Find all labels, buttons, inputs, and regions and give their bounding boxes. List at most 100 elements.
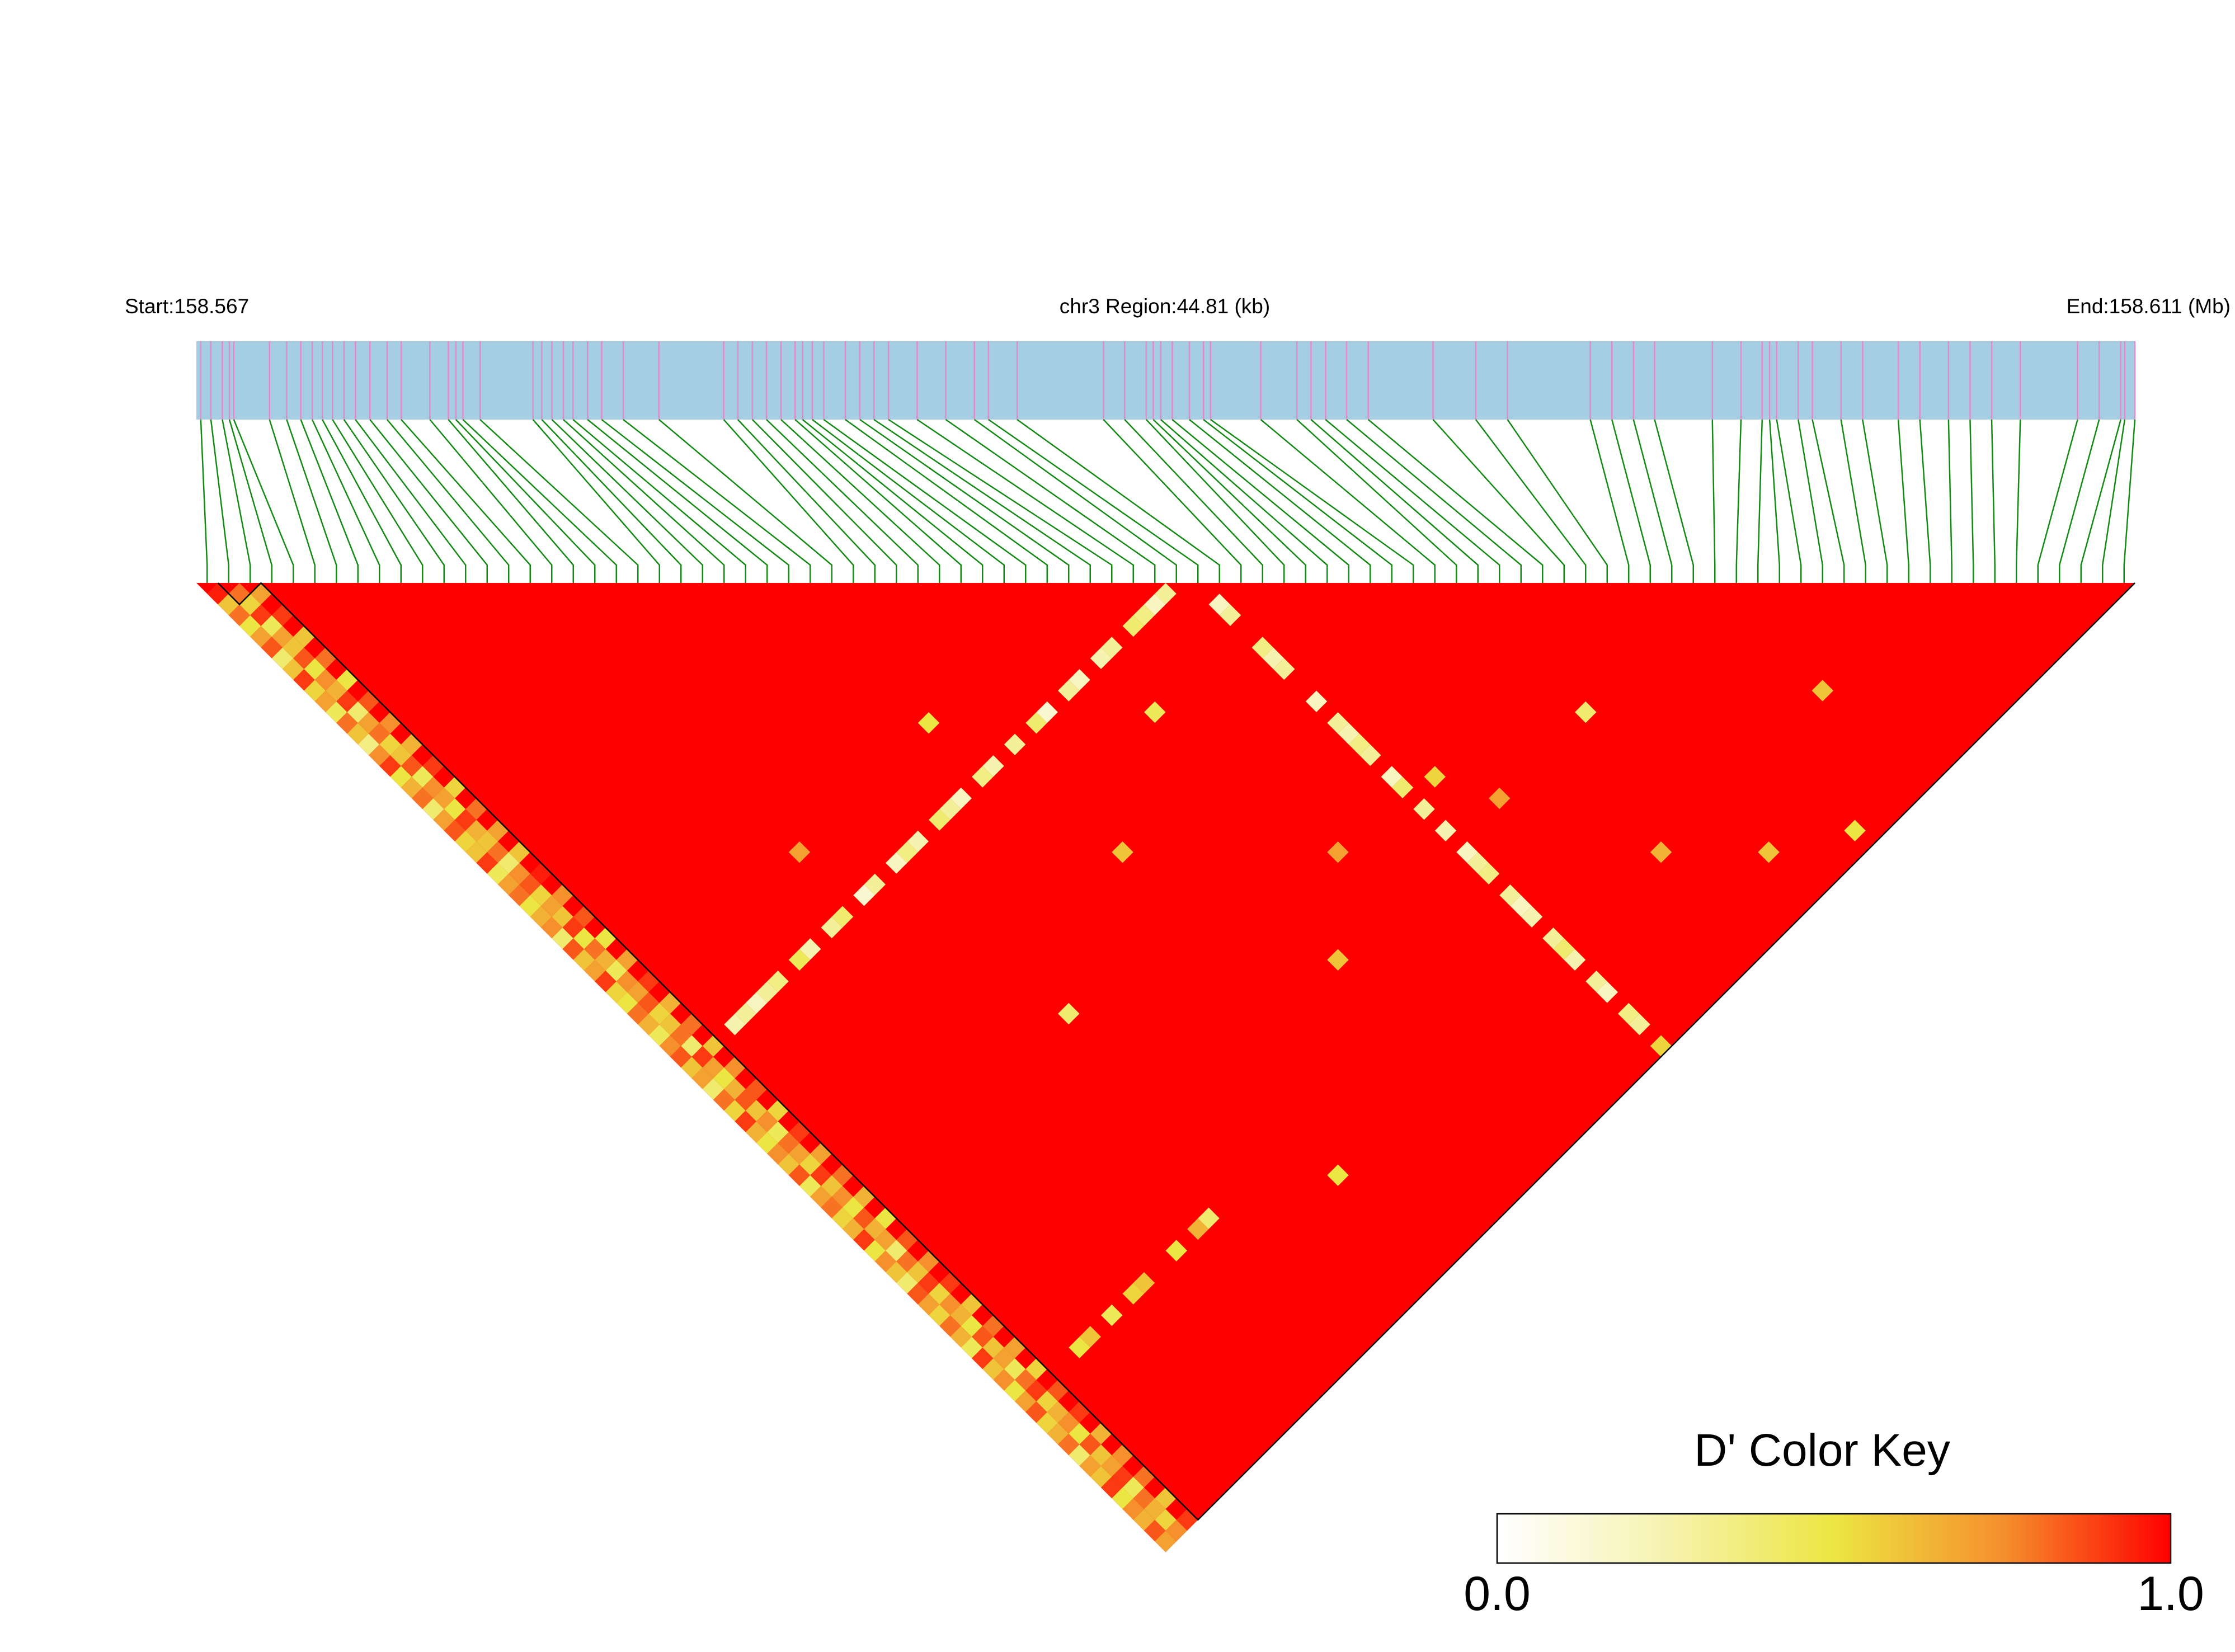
ld-cell xyxy=(1575,701,1597,723)
snp-link xyxy=(737,419,876,583)
snp-link xyxy=(1145,419,1285,583)
ld-block xyxy=(260,582,2135,1521)
ld-cell xyxy=(1219,604,1241,626)
snp-link xyxy=(269,419,316,583)
ld-cell xyxy=(1122,615,1144,637)
ld-cell xyxy=(929,809,951,831)
snp-link xyxy=(823,418,1027,583)
snp-link xyxy=(945,418,1156,583)
ld-cell xyxy=(1058,680,1080,702)
snp-link xyxy=(462,419,617,583)
snp-link xyxy=(2123,419,2136,583)
chart-title: chr3 Region:44.81 (kb) xyxy=(1060,295,1270,318)
ld-cell xyxy=(1391,776,1414,798)
snp-link xyxy=(387,419,510,583)
snp-link xyxy=(1862,419,1888,583)
snp-link xyxy=(1654,419,1694,583)
snp-link xyxy=(766,419,919,583)
snp-link xyxy=(1432,419,1565,583)
ld-cell xyxy=(1112,841,1133,863)
ld-cell xyxy=(1434,820,1457,841)
snp-link xyxy=(1919,419,1931,583)
snp-link xyxy=(1325,419,1500,583)
snp-link xyxy=(429,419,553,583)
ld-cell xyxy=(1101,1304,1123,1326)
snp-link xyxy=(1260,419,1436,583)
snp-link xyxy=(587,419,768,583)
snp-link xyxy=(572,419,746,583)
ld-cell xyxy=(1305,690,1328,712)
color-key-tick-label: 1.0 xyxy=(2137,1567,2204,1621)
ld-cell xyxy=(1079,1326,1101,1348)
snp-link xyxy=(343,419,445,583)
ld-cell xyxy=(1327,1164,1349,1186)
snp-link xyxy=(1152,419,1306,583)
snp-link xyxy=(551,419,703,583)
snp-link xyxy=(780,419,940,583)
snp-link xyxy=(723,419,854,583)
ld-cell xyxy=(1144,701,1166,723)
snp-link xyxy=(916,418,1134,583)
snp-link xyxy=(1124,419,1263,583)
snp-link xyxy=(1632,419,1673,583)
snp-link xyxy=(973,418,1177,583)
snp-link xyxy=(658,419,832,583)
snp-link xyxy=(1589,419,1630,583)
snp-link xyxy=(286,419,337,583)
snp-link xyxy=(563,419,725,583)
ld-cell xyxy=(1564,949,1586,971)
ld-cell xyxy=(1758,841,1780,863)
ld-cell xyxy=(1413,798,1435,820)
snp-link xyxy=(2059,419,2100,583)
ld-cell xyxy=(1489,787,1511,809)
snp-link xyxy=(751,419,897,583)
ld-cell xyxy=(1844,820,1866,841)
snp-link xyxy=(1017,418,1220,583)
snp-link xyxy=(479,419,639,583)
snp-link xyxy=(1611,419,1651,583)
snp-link xyxy=(1757,419,1763,583)
snp-track xyxy=(196,341,2135,420)
ld-cell xyxy=(1424,766,1446,788)
snp-link xyxy=(1969,419,1974,583)
snp-link xyxy=(228,419,272,583)
snp-link xyxy=(210,419,229,583)
snp-link xyxy=(532,419,660,583)
snp-link xyxy=(1346,419,1522,583)
snp-link xyxy=(2080,419,2122,583)
snp-link xyxy=(873,418,1091,583)
ld-cell xyxy=(886,852,907,874)
snp-link xyxy=(859,418,1070,583)
snp-link xyxy=(200,419,208,583)
ld-cell xyxy=(972,766,994,788)
ld-cell xyxy=(917,712,940,734)
snp-link xyxy=(802,419,984,583)
snp-link xyxy=(1203,419,1392,583)
snp-link xyxy=(888,418,1113,583)
snp-link xyxy=(222,419,251,583)
snp-link xyxy=(448,419,574,583)
snp-link xyxy=(1296,419,1457,583)
ld-cell xyxy=(1650,841,1672,863)
color-key-bar xyxy=(1496,1513,2172,1564)
ld-cell xyxy=(1004,733,1026,755)
snp-link xyxy=(1171,419,1349,583)
ld-cell xyxy=(1359,744,1381,766)
snp-link xyxy=(2037,419,2078,583)
start-label: Start:158.567 xyxy=(125,295,249,318)
snp-link xyxy=(300,419,359,583)
snp-link xyxy=(1947,419,1952,583)
ld-cell xyxy=(788,949,811,971)
snp-link xyxy=(311,419,380,583)
ld-cell xyxy=(1521,906,1543,928)
ld-cell xyxy=(788,841,811,863)
ld-cell xyxy=(1596,981,1618,1003)
snp-link xyxy=(455,419,596,583)
snp-link xyxy=(794,419,962,583)
color-key-tick-label: 0.0 xyxy=(1464,1567,1531,1621)
ld-cell xyxy=(1327,841,1349,863)
ld-cell xyxy=(821,916,843,939)
snp-link xyxy=(1507,419,1608,583)
